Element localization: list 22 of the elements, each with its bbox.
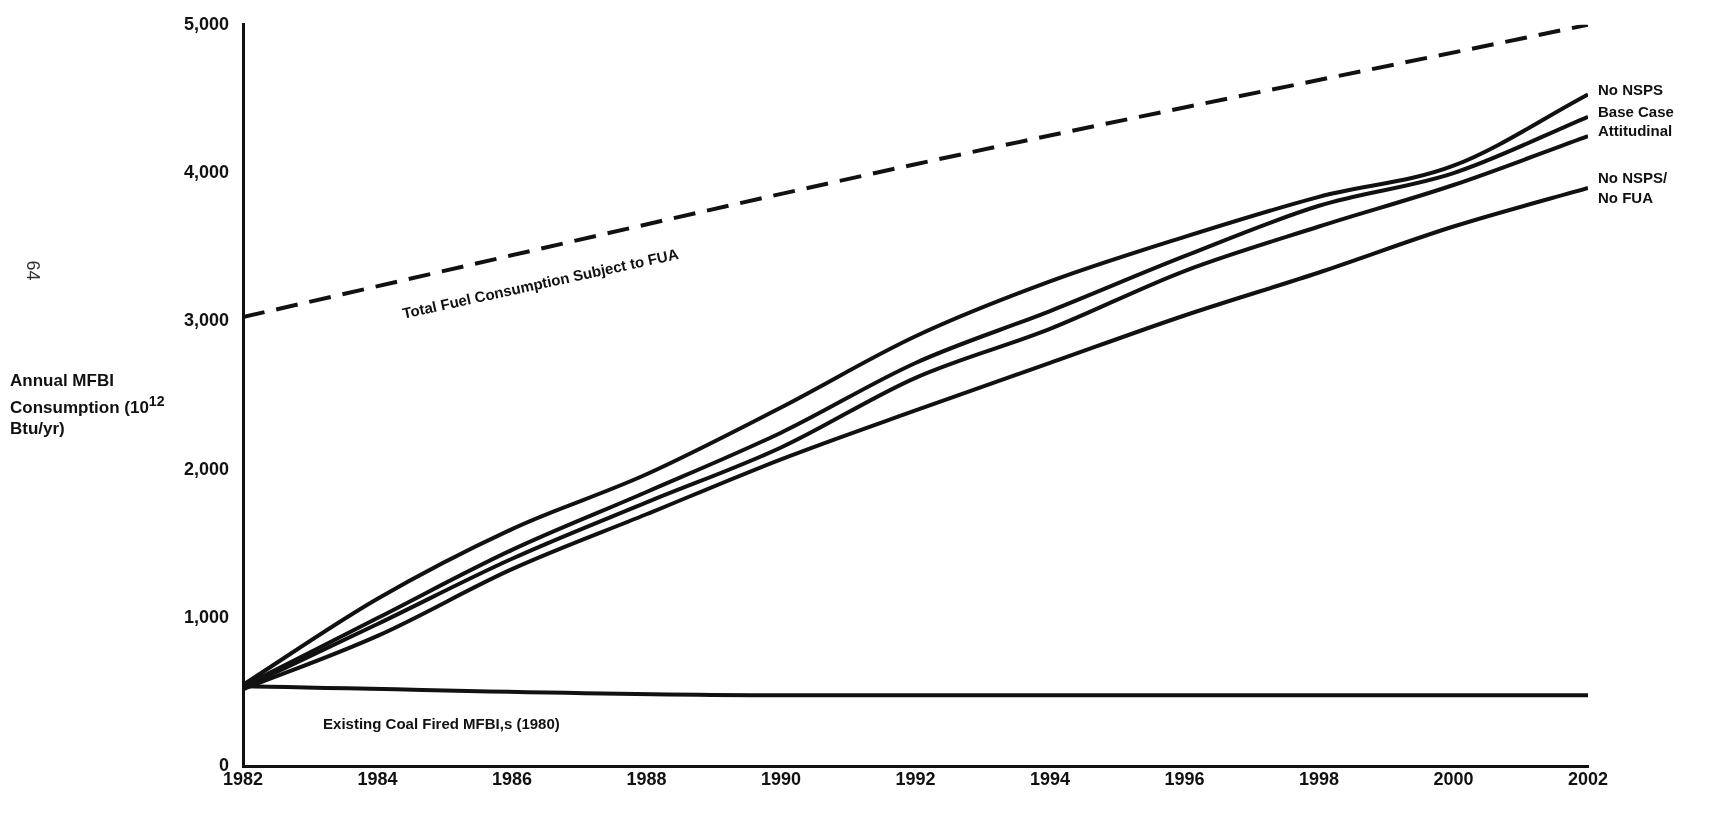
x-tick-label: 1988 — [626, 769, 667, 790]
series-label: No NSPS/ No FUA — [1598, 169, 1669, 207]
text: Annual MFBI Consumption (10$^{12}$ Btu/yr) — [10, 371, 165, 438]
series-label: Base Case — [1598, 102, 1674, 120]
y-tick-label: 1,000 — [184, 607, 230, 628]
series-label: Existing Coal Fired MFBI,s (1980) — [323, 714, 560, 732]
x-tick-label: 2002 — [1567, 769, 1609, 790]
x-tick-label: 1992 — [895, 769, 936, 790]
x-tick-label: 1990 — [761, 769, 802, 790]
x-tick-label: 1998 — [1298, 769, 1340, 790]
text: 64 — [21, 260, 43, 281]
series-label: Attitudinal — [1598, 122, 1673, 140]
y-tick-label: 5,000 — [184, 13, 230, 34]
x-tick-label: 2000 — [1433, 769, 1474, 790]
series-label: No NSPS — [1598, 80, 1664, 98]
x-tick-label: 1994 — [1029, 769, 1071, 790]
y-tick-label: 4,000 — [184, 162, 230, 183]
y-tick-label: 3,000 — [184, 310, 230, 331]
x-tick-label: 1996 — [1164, 769, 1205, 790]
y-tick-label: 2,000 — [184, 458, 230, 479]
x-tick-label: 1984 — [357, 769, 398, 790]
x-tick-label: 1986 — [492, 769, 533, 790]
